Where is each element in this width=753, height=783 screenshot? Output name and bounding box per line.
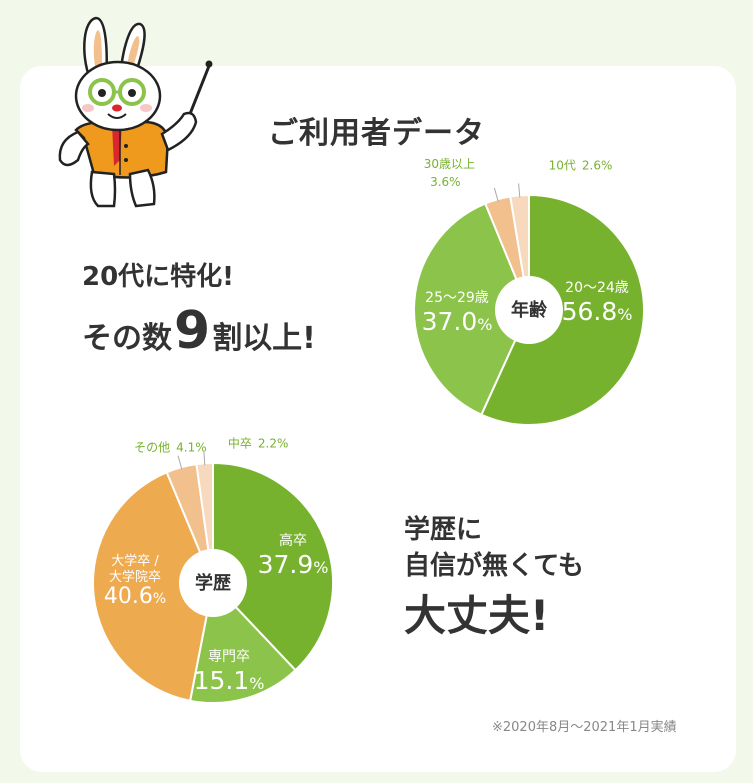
leader-line — [493, 187, 499, 202]
age-subheadline: その数9割以上! — [82, 296, 316, 378]
pie-slice-1-2 — [92, 470, 215, 702]
slice-label: 大学院卒 — [109, 569, 161, 585]
pie-center-hole — [179, 549, 247, 617]
education-headline: 学歴に 自信が無くても 大丈夫! — [404, 512, 584, 644]
slice-value: 3.6% — [430, 175, 461, 189]
slice-value: 40.6% — [104, 584, 166, 609]
footnote: ※2020年8月～2021年1月実績 — [492, 720, 677, 735]
age-subheadline-suffix: 割以上! — [212, 321, 316, 356]
slice-value: 4.1% — [176, 441, 207, 455]
slice-value: 2.6% — [582, 158, 613, 172]
percent-sign: % — [477, 315, 492, 334]
leader-line — [203, 451, 206, 466]
pie-title: 年齢 — [511, 299, 548, 321]
education-headline-line1: 学歴に — [404, 515, 483, 545]
age-subheadline-number: 9 — [174, 301, 211, 361]
slice-label: 30歳以上 — [424, 157, 475, 171]
education-headline-line2: 自信が無くても — [404, 551, 584, 581]
age-headline: 20代に特化! — [82, 262, 235, 292]
slice-label: 大学卒 / — [111, 553, 159, 569]
slice-label: 25～29歳 — [425, 290, 489, 306]
slice-label: 中卒 2.2% — [228, 435, 289, 450]
pie-title: 学歴 — [195, 572, 231, 594]
slice-label: 20～24歳 — [565, 280, 629, 296]
education-headline-line3: 大丈夫! — [404, 591, 550, 640]
slice-label: 高卒 — [279, 532, 307, 549]
slice-value: 2.2% — [258, 436, 289, 450]
percent-sign: % — [249, 674, 264, 693]
percent-sign: % — [617, 305, 632, 324]
pie-center-hole — [495, 276, 563, 344]
slice-label: 専門卒 — [208, 649, 250, 665]
age-subheadline-prefix: その数 — [82, 321, 172, 356]
pie-slice-1-0 — [212, 461, 335, 672]
pie-slice-0-1 — [413, 202, 531, 416]
leader-line — [518, 183, 521, 198]
leader-line — [177, 455, 183, 470]
percent-sign: % — [153, 591, 166, 607]
slice-value: 56.8% — [562, 297, 633, 326]
page-title: ご利用者データ — [268, 116, 485, 151]
percent-sign: % — [313, 558, 328, 577]
rabbit-mascot-icon — [58, 16, 213, 208]
